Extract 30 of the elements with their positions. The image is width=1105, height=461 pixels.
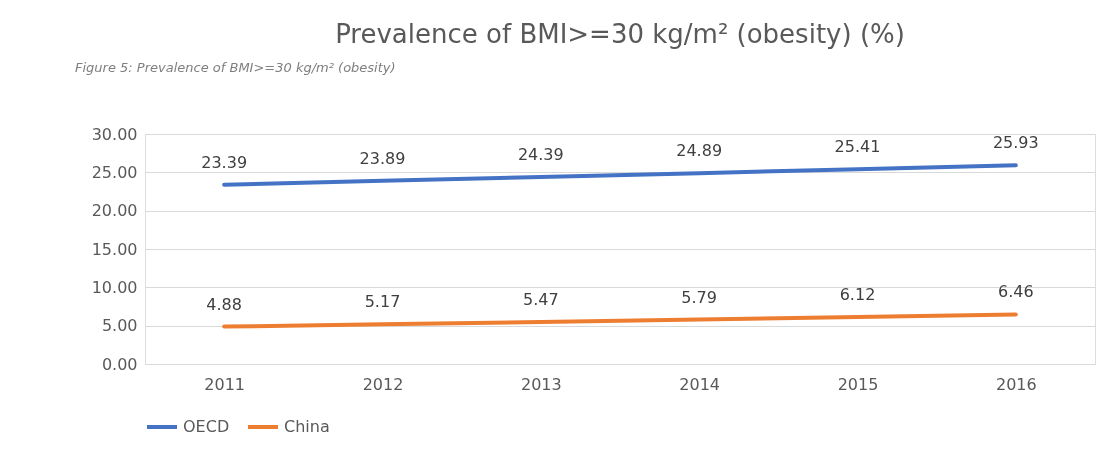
y-tick-label: 20.00 [91,201,138,221]
legend-label: OECD [183,417,230,436]
data-label: 23.39 [201,152,248,172]
data-label: 6.12 [839,285,876,305]
y-tick-label: 10.00 [91,277,138,297]
data-label: 24.39 [517,145,564,165]
y-tick-label: 0.00 [101,354,138,374]
caption: Figure 5: Prevalence of BMI>=30 kg/m² (obesity) [75,60,396,75]
x-tick-label: 2013 [520,374,562,394]
data-label: 6.46 [998,282,1034,302]
data-label: 5.47 [523,290,559,310]
data-label: 23.89 [359,148,406,168]
x-tick-label: 2012 [362,374,404,394]
data-label: 5.79 [681,287,717,307]
y-tick-label: 25.00 [91,162,138,182]
x-tick-label: 2015 [837,374,879,394]
y-tick-label: 5.00 [101,316,138,336]
data-label: 5.17 [364,292,401,312]
y-tick-label: 30.00 [91,124,138,144]
legend-label: China [284,417,330,436]
chart-title: Prevalence of BMI>=30 kg/m² (obesity) (%) [335,19,905,49]
line-series [222,312,1018,329]
x-tick-label: 2016 [995,374,1037,394]
data-label: 24.89 [676,141,723,161]
x-tick-label: 2011 [204,374,246,394]
data-label: 25.93 [992,133,1039,153]
y-tick-label: 15.00 [91,239,138,259]
data-label: 4.88 [206,294,242,314]
x-tick-label: 2014 [679,374,721,394]
data-label: 25.41 [834,137,881,157]
